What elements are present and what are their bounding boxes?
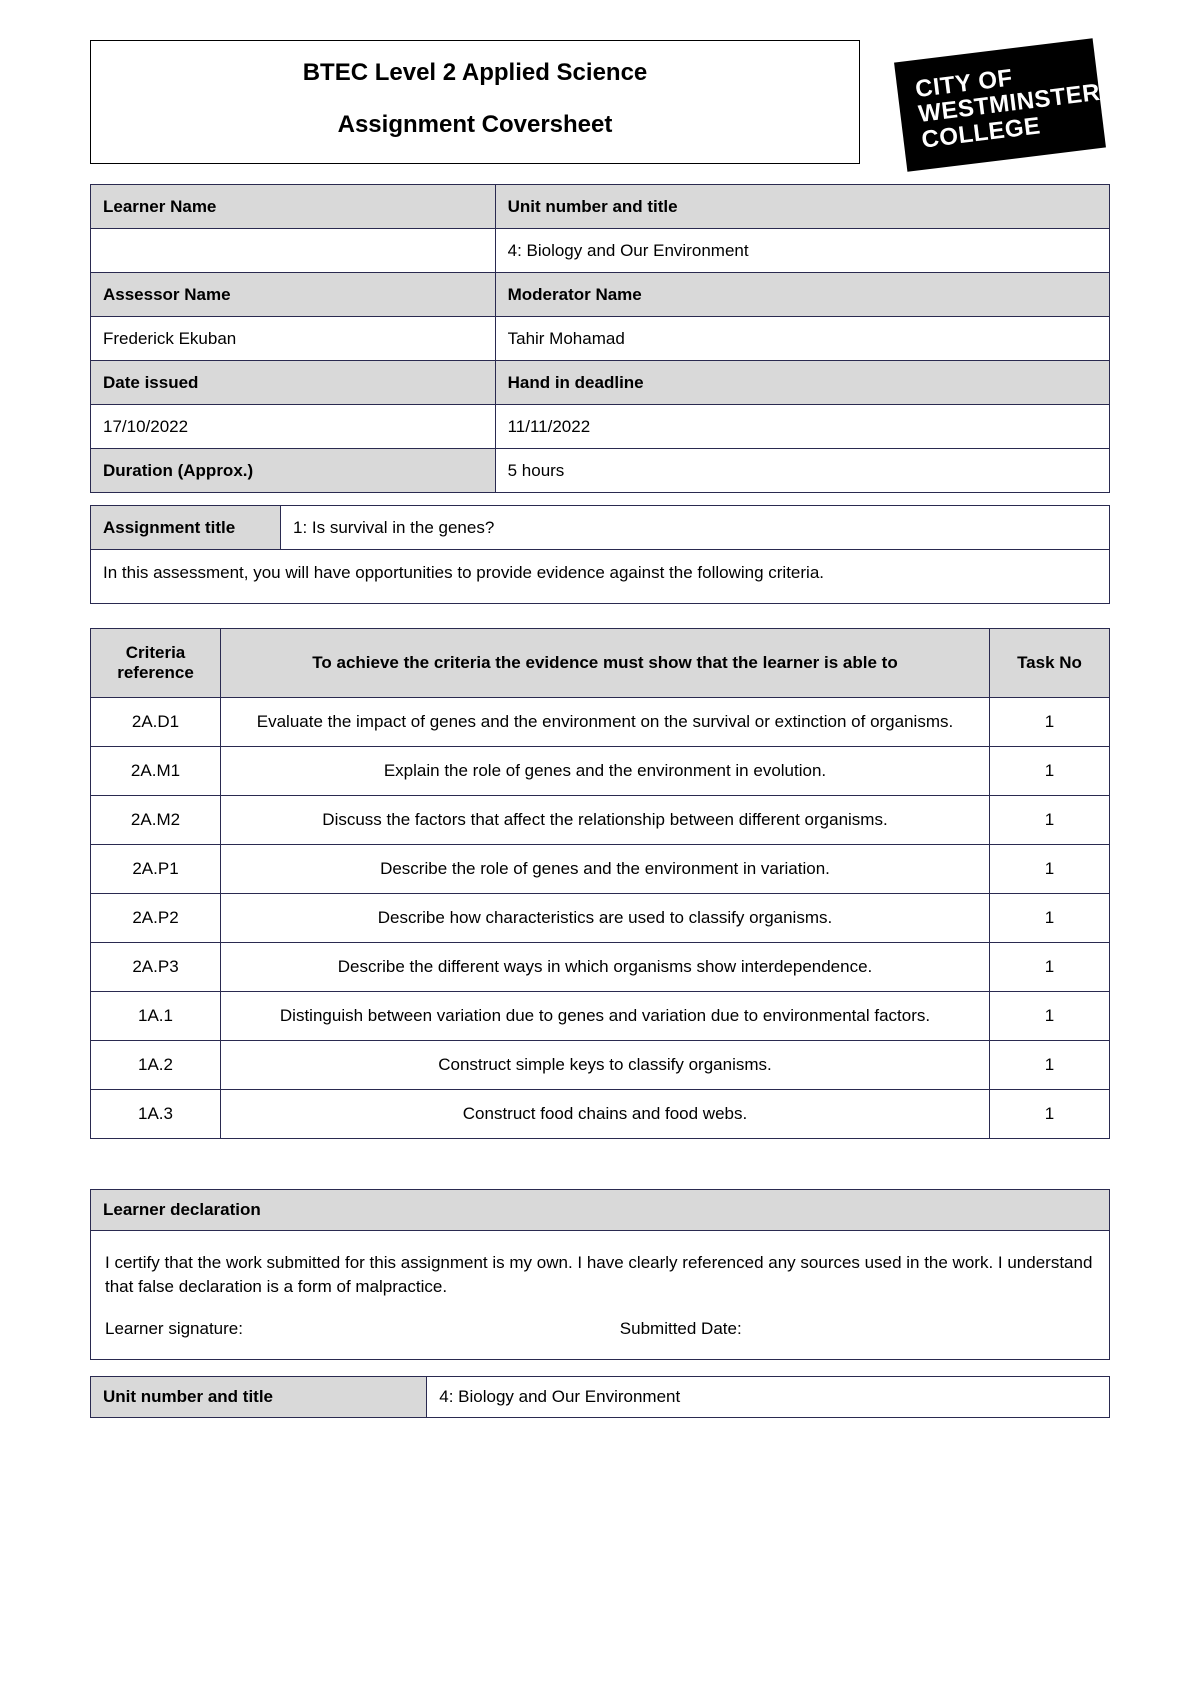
declaration-body: I certify that the work submitted for th… <box>91 1231 1110 1360</box>
moderator-label: Moderator Name <box>495 273 1109 317</box>
unit-label: Unit number and title <box>495 185 1109 229</box>
assessor-label: Assessor Name <box>91 273 496 317</box>
doc-subtitle: Assignment Coversheet <box>131 111 819 139</box>
header-row: BTEC Level 2 Applied Science Assignment … <box>90 40 1110 164</box>
deadline-label: Hand in deadline <box>495 361 1109 405</box>
learner-name-value <box>91 229 496 273</box>
criteria-table: Criteria reference To achieve the criter… <box>90 628 1110 1139</box>
criteria-col-ref: Criteria reference <box>91 629 221 698</box>
criteria-task: 1 <box>990 992 1110 1041</box>
info-table: Learner Name Unit number and title 4: Bi… <box>90 184 1110 493</box>
criteria-desc: Explain the role of genes and the enviro… <box>221 747 990 796</box>
footer-unit-label: Unit number and title <box>91 1376 427 1417</box>
criteria-ref: 2A.P2 <box>91 894 221 943</box>
criteria-desc: Describe how characteristics are used to… <box>221 894 990 943</box>
criteria-col-desc: To achieve the criteria the evidence mus… <box>221 629 990 698</box>
criteria-ref: 2A.D1 <box>91 698 221 747</box>
signature-row: Learner signature: Submitted Date: <box>105 1319 1095 1339</box>
criteria-ref: 2A.M1 <box>91 747 221 796</box>
signature-label: Learner signature: <box>105 1319 620 1339</box>
footer-unit-value: 4: Biology and Our Environment <box>427 1376 1110 1417</box>
criteria-row: 2A.D1Evaluate the impact of genes and th… <box>91 698 1110 747</box>
criteria-row: 2A.M1Explain the role of genes and the e… <box>91 747 1110 796</box>
criteria-desc: Describe the role of genes and the envir… <box>221 845 990 894</box>
unit-footer-table: Unit number and title 4: Biology and Our… <box>90 1376 1110 1418</box>
criteria-ref: 2A.P1 <box>91 845 221 894</box>
logo-shape: CITY OF WESTMINSTER COLLEGE <box>894 38 1106 172</box>
criteria-task: 1 <box>990 943 1110 992</box>
criteria-task: 1 <box>990 1041 1110 1090</box>
assessment-note: In this assessment, you will have opport… <box>90 549 1110 604</box>
duration-label: Duration (Approx.) <box>91 449 496 493</box>
criteria-desc: Describe the different ways in which org… <box>221 943 990 992</box>
unit-value: 4: Biology and Our Environment <box>495 229 1109 273</box>
declaration-table: Learner declaration I certify that the w… <box>90 1189 1110 1360</box>
declaration-text: I certify that the work submitted for th… <box>105 1251 1095 1299</box>
criteria-ref: 1A.2 <box>91 1041 221 1090</box>
criteria-ref: 1A.3 <box>91 1090 221 1139</box>
learner-name-label: Learner Name <box>91 185 496 229</box>
criteria-task: 1 <box>990 1090 1110 1139</box>
course-title: BTEC Level 2 Applied Science <box>131 59 819 87</box>
criteria-row: 2A.P3Describe the different ways in whic… <box>91 943 1110 992</box>
college-logo: CITY OF WESTMINSTER COLLEGE <box>890 40 1110 160</box>
criteria-task: 1 <box>990 747 1110 796</box>
criteria-row: 2A.M2Discuss the factors that affect the… <box>91 796 1110 845</box>
assessor-value: Frederick Ekuban <box>91 317 496 361</box>
assignment-table: Assignment title 1: Is survival in the g… <box>90 505 1110 550</box>
criteria-row: 1A.2Construct simple keys to classify or… <box>91 1041 1110 1090</box>
criteria-row: 1A.3Construct food chains and food webs.… <box>91 1090 1110 1139</box>
submitted-date-label: Submitted Date: <box>620 1319 742 1339</box>
criteria-task: 1 <box>990 845 1110 894</box>
assignment-title-label: Assignment title <box>91 506 281 550</box>
criteria-desc: Construct food chains and food webs. <box>221 1090 990 1139</box>
criteria-col-task: Task No <box>990 629 1110 698</box>
date-issued-label: Date issued <box>91 361 496 405</box>
criteria-task: 1 <box>990 894 1110 943</box>
moderator-value: Tahir Mohamad <box>495 317 1109 361</box>
assignment-title-value: 1: Is survival in the genes? <box>281 506 1110 550</box>
date-issued-value: 17/10/2022 <box>91 405 496 449</box>
criteria-ref: 1A.1 <box>91 992 221 1041</box>
criteria-ref: 2A.M2 <box>91 796 221 845</box>
criteria-ref: 2A.P3 <box>91 943 221 992</box>
criteria-row: 1A.1Distinguish between variation due to… <box>91 992 1110 1041</box>
criteria-row: 2A.P2Describe how characteristics are us… <box>91 894 1110 943</box>
criteria-task: 1 <box>990 698 1110 747</box>
criteria-desc: Discuss the factors that affect the rela… <box>221 796 990 845</box>
declaration-header: Learner declaration <box>91 1190 1110 1231</box>
deadline-value: 11/11/2022 <box>495 405 1109 449</box>
criteria-desc: Distinguish between variation due to gen… <box>221 992 990 1041</box>
criteria-desc: Evaluate the impact of genes and the env… <box>221 698 990 747</box>
criteria-desc: Construct simple keys to classify organi… <box>221 1041 990 1090</box>
title-box: BTEC Level 2 Applied Science Assignment … <box>90 40 860 164</box>
criteria-task: 1 <box>990 796 1110 845</box>
duration-value: 5 hours <box>495 449 1109 493</box>
criteria-row: 2A.P1Describe the role of genes and the … <box>91 845 1110 894</box>
